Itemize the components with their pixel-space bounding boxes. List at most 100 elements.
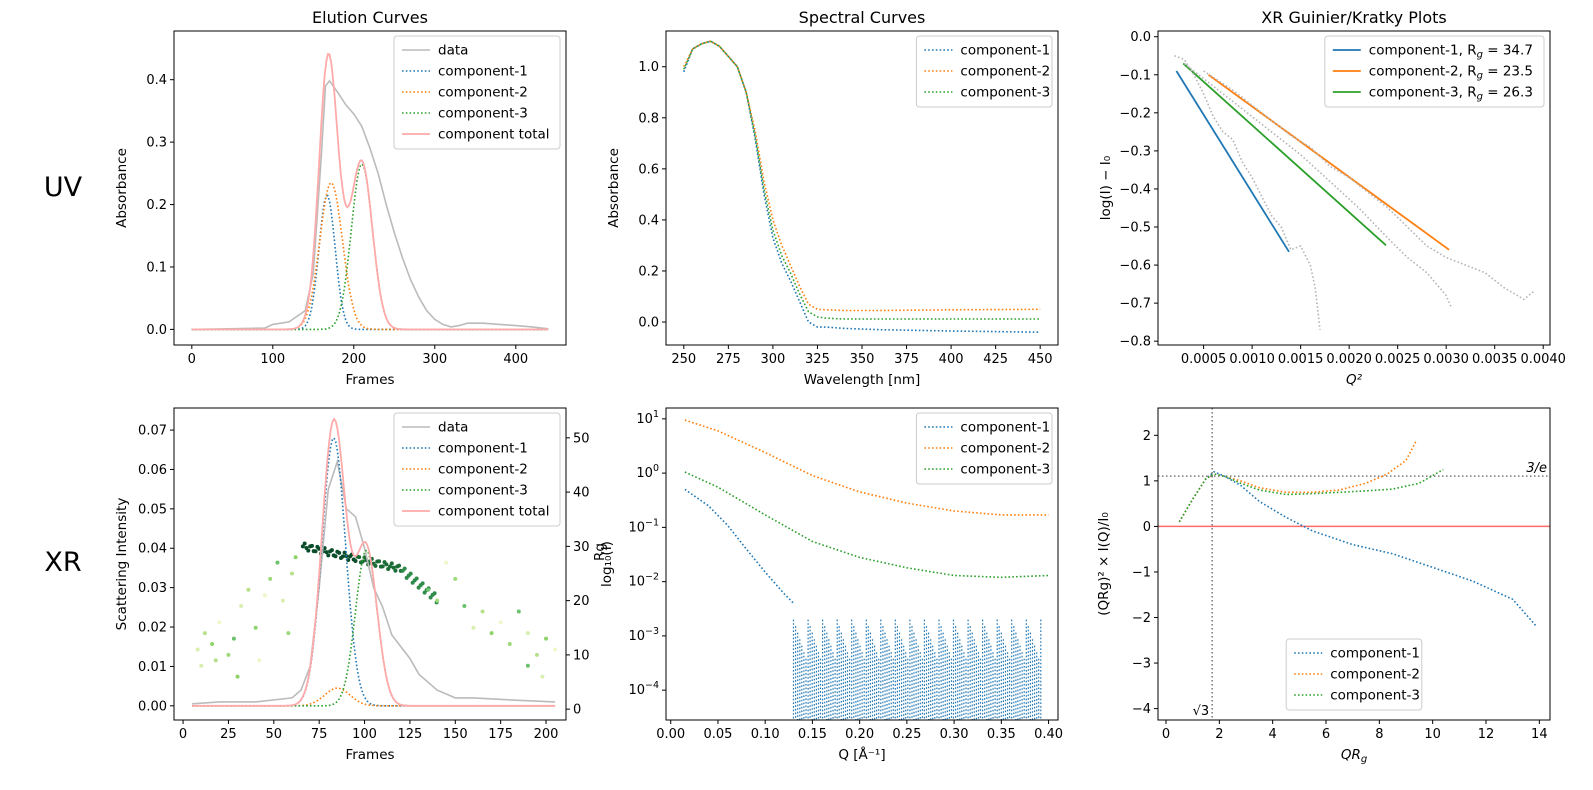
rg-point bbox=[498, 620, 503, 625]
rg-point bbox=[275, 560, 280, 565]
x-tick-label: 0.0005 bbox=[1181, 352, 1227, 367]
series-line-component-1 bbox=[1178, 470, 1538, 628]
rg-point bbox=[540, 674, 545, 679]
hline-annotation: 3/e bbox=[1526, 461, 1547, 476]
x-tick-label: 0.25 bbox=[892, 727, 921, 742]
rg-point bbox=[289, 571, 294, 576]
y-tick-label: 101 bbox=[636, 409, 659, 427]
rg-point bbox=[489, 631, 494, 636]
y-tick-label: 0.8 bbox=[638, 111, 659, 126]
x-tick-label: 200 bbox=[341, 352, 366, 367]
y-tick-label: 0.03 bbox=[138, 581, 167, 596]
x-tick-label: 275 bbox=[716, 352, 741, 367]
series-line-component-total bbox=[192, 417, 556, 707]
y-tick-label: 0.04 bbox=[138, 542, 167, 557]
x-tick-label: 0.20 bbox=[845, 727, 874, 742]
x-axis-label: Q² bbox=[1346, 372, 1363, 388]
x-tick-label: 0.0030 bbox=[1423, 352, 1469, 367]
legend-box bbox=[393, 412, 561, 527]
legend: component-1, Rg = 34.7 component-2, Rg = … bbox=[1324, 35, 1545, 108]
series-line-component-3-rg-26-3 bbox=[1182, 62, 1387, 246]
x-tick-label: 6 bbox=[1322, 727, 1330, 742]
axes-frame bbox=[173, 407, 567, 721]
rg-point bbox=[377, 559, 382, 564]
chart-title: Spectral Curves bbox=[799, 8, 926, 27]
rg-point bbox=[210, 642, 215, 647]
y-tick-label: −1 bbox=[1132, 565, 1151, 580]
y-tick-label: 0.1 bbox=[146, 260, 167, 275]
x-tick-label: 50 bbox=[266, 727, 283, 742]
series-line-data bbox=[192, 458, 556, 705]
rg-point bbox=[313, 549, 318, 554]
y-tick-label: −2 bbox=[1132, 611, 1151, 626]
series-line-component-1 bbox=[191, 195, 549, 331]
legend-label: component-2 bbox=[1330, 667, 1420, 683]
series-line-data bbox=[191, 79, 549, 331]
legend-label: component-1 bbox=[960, 420, 1050, 436]
x-tick-label: 100 bbox=[260, 352, 285, 367]
rg-point bbox=[480, 609, 485, 614]
series-line-component-2 bbox=[1178, 439, 1418, 523]
rg-point bbox=[213, 658, 218, 663]
y-tick-label: −0.3 bbox=[1119, 144, 1151, 159]
rg-point bbox=[453, 576, 458, 581]
plot-area bbox=[191, 53, 549, 331]
rg-point bbox=[462, 604, 467, 609]
axes-frame bbox=[173, 30, 567, 346]
rg-point bbox=[373, 563, 378, 568]
legend-label: component-2 bbox=[438, 85, 528, 101]
y-tick-label: 0.02 bbox=[138, 621, 167, 636]
chart-uv_elution: 0 100 200 300 400 0.0 0.1 0.2 0.3 0.4 Elution Curv… bbox=[114, 8, 567, 388]
rg-point bbox=[553, 647, 558, 652]
legend-label: component-1 bbox=[1330, 646, 1420, 662]
y-right-label-overlap: Rg bbox=[592, 543, 608, 561]
legend-label: component-3 bbox=[1330, 688, 1420, 704]
rg-point bbox=[362, 555, 367, 560]
x-tick-label: 0.0035 bbox=[1472, 352, 1518, 367]
rg-point bbox=[357, 555, 362, 560]
x-tick-label: 375 bbox=[894, 352, 919, 367]
x-tick-label: 425 bbox=[983, 352, 1008, 367]
rg-point bbox=[257, 658, 262, 663]
y-tick-label: 0.6 bbox=[638, 162, 659, 177]
x-tick-label: 300 bbox=[422, 352, 447, 367]
rg-point bbox=[525, 663, 530, 668]
legend-label: component-3, Rg = 26.3 bbox=[1369, 85, 1533, 103]
rg-point bbox=[199, 663, 204, 668]
legend-label: data bbox=[438, 420, 468, 436]
rg-point bbox=[195, 647, 200, 652]
x-tick-label: 325 bbox=[805, 352, 830, 367]
legend: component-1 component-2 component-3 bbox=[915, 412, 1053, 485]
x-tick-label: 8 bbox=[1375, 727, 1383, 742]
x-tick-label: 0.00 bbox=[656, 727, 685, 742]
y-tick-label: −4 bbox=[1132, 702, 1151, 717]
chart-xr_guinier: 0.0005 0.0010 0.0015 0.0020 0.0025 0.0030 0.00… bbox=[1098, 8, 1566, 388]
chart-uv_spectral: 250 275 300 325 350 375 400 425 450 0.0 0.2 0.4 0.6 0… bbox=[606, 8, 1059, 388]
rg-point bbox=[306, 548, 311, 553]
plot-area bbox=[1158, 408, 1550, 720]
legend-label: component-2 bbox=[960, 64, 1050, 80]
rg-point bbox=[387, 564, 392, 569]
chart-xr_spectral: 0.00 0.05 0.10 0.15 0.20 0.25 0.30 0.35 0.40 10−4… bbox=[628, 407, 1063, 763]
x-tick-label: 0.10 bbox=[751, 727, 780, 742]
legend-label: component-1 bbox=[438, 64, 528, 80]
x-axis-label: Q [Å⁻¹] bbox=[838, 746, 885, 763]
x-tick-label: 0 bbox=[1162, 727, 1170, 742]
x-tick-label: 25 bbox=[220, 727, 237, 742]
y-tick-label: 0.01 bbox=[138, 660, 167, 675]
chart-title: XR Guinier/Kratky Plots bbox=[1261, 8, 1446, 27]
x-tick-label: 0.0020 bbox=[1326, 352, 1372, 367]
legend-label: component-2, Rg = 23.5 bbox=[1369, 64, 1533, 82]
series-line-component-total bbox=[191, 53, 549, 331]
series-line-component-2 bbox=[192, 687, 556, 707]
rg-point bbox=[246, 587, 251, 592]
x-tick-label: 450 bbox=[1028, 352, 1053, 367]
x-tick-label: 400 bbox=[939, 352, 964, 367]
legend-box bbox=[915, 35, 1053, 108]
y-axis-label: Scattering Intensity bbox=[114, 498, 130, 631]
rg-point bbox=[525, 631, 530, 636]
y-axis-label: Absorbance bbox=[606, 148, 622, 228]
legend-label: component total bbox=[438, 127, 550, 143]
